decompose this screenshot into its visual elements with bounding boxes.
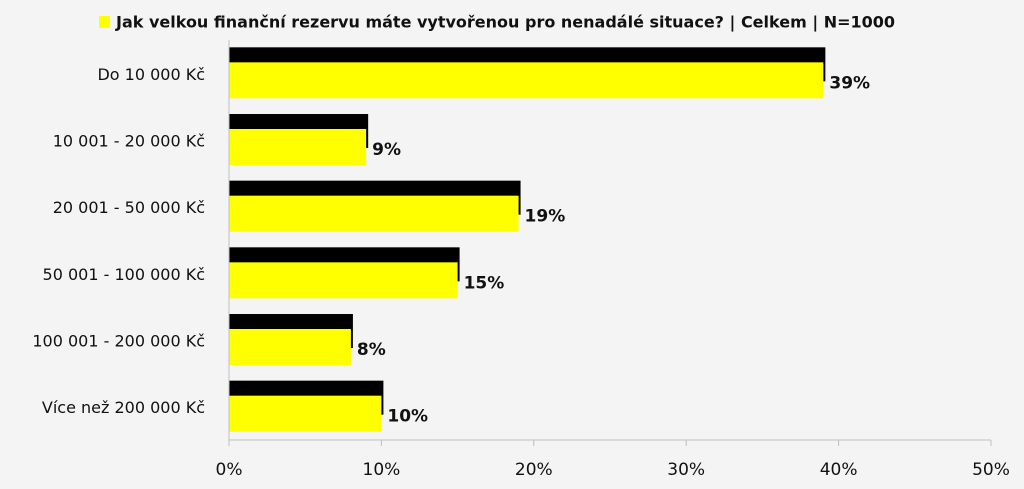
x-tick-label: 30%	[667, 460, 705, 480]
data-label: 10%	[387, 407, 428, 427]
data-label: 19%	[525, 207, 566, 227]
y-tick-label: 10 001 - 20 000 Kč	[53, 132, 205, 151]
x-tick-label: 40%	[820, 460, 858, 480]
legend-swatch	[99, 16, 110, 28]
legend-label: Jak velkou finanční rezervu máte vytvoře…	[115, 13, 895, 33]
bar	[229, 329, 351, 365]
y-tick-label: Více než 200 000 Kč	[42, 398, 205, 417]
y-tick-label: 20 001 - 50 000 Kč	[53, 198, 205, 217]
bar	[229, 395, 382, 432]
bar	[229, 195, 519, 232]
x-tick-label: 50%	[972, 460, 1010, 480]
x-tick-label: 10%	[363, 460, 401, 480]
y-tick-label: 100 001 - 200 000 Kč	[32, 332, 205, 351]
data-label: 8%	[357, 340, 386, 360]
data-label: 39%	[829, 73, 870, 93]
x-tick-label: 0%	[216, 460, 243, 480]
data-label: 9%	[372, 140, 401, 160]
bar	[229, 62, 824, 99]
bar	[229, 262, 458, 299]
x-tick-label: 20%	[515, 460, 553, 480]
bar	[229, 129, 367, 165]
y-tick-label: 50 001 - 100 000 Kč	[43, 265, 205, 284]
y-tick-label: Do 10 000 Kč	[97, 65, 205, 84]
data-label: 15%	[464, 273, 505, 293]
